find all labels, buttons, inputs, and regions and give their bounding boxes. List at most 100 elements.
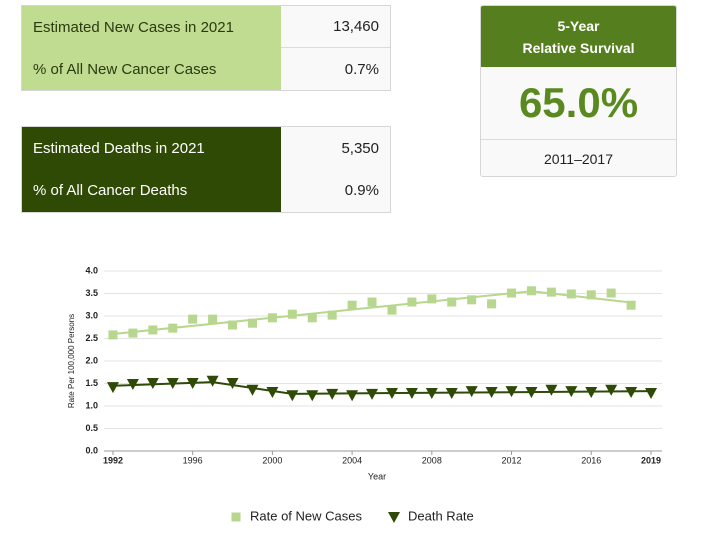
y-tick-label: 0.5 [85,423,98,433]
point [326,388,339,400]
point [586,290,596,300]
y-tick-label: 3.0 [85,310,98,320]
y-tick-label: 0.0 [85,445,98,455]
y-axis-title: Rate Per 100,000 Persons [67,314,76,408]
point [307,313,317,323]
point [186,378,199,390]
stat-label: % of All New Cancer Cases [22,48,281,90]
y-tick-label: 2.5 [85,333,98,343]
new-cases-box: Estimated New Cases in 2021 13,460 % of A… [21,5,391,91]
point [645,387,658,399]
survival-value: 65.0% [481,67,676,140]
point [266,387,279,399]
point [306,390,319,402]
x-tick-label: 2019 [641,455,661,465]
legend-marker [388,512,400,523]
x-tick-label: 1992 [103,455,123,465]
x-axis-title: Year [368,471,386,481]
x-tick-label: 2000 [262,455,282,465]
point [226,378,239,390]
legend-label: Death Rate [408,508,474,523]
legend-marker [231,512,241,522]
deaths-box: Estimated Deaths in 2021 5,350 % of All C… [21,126,391,213]
point [467,295,477,305]
point [447,297,457,307]
point [188,314,198,324]
point [148,325,158,335]
point [206,375,219,387]
point [128,328,138,338]
survival-period: 2011–2017 [543,151,614,167]
point [385,387,398,399]
y-tick-label: 1.0 [85,400,98,410]
point [566,289,576,299]
chart: Rate Per 100,000 Persons Year 0.0 0.5 1.0 1… [67,265,662,523]
point [208,314,218,324]
y-tick-label: 1.5 [85,378,98,388]
point [126,378,139,390]
point [286,390,299,402]
x-tick-label: 2012 [502,455,522,465]
point [546,287,556,297]
point [625,387,638,399]
point [108,330,118,340]
point [366,388,379,400]
point [146,378,159,390]
point [228,320,238,330]
point [247,318,257,328]
stat-value: 13,460 [281,6,390,48]
point [267,313,277,323]
point [507,288,517,298]
stat-row: % of All New Cancer Cases 0.7% [22,48,390,90]
point [425,387,438,399]
point [485,387,498,399]
point [405,387,418,399]
point [445,387,458,399]
survival-title: 5-Year [557,17,600,34]
point [606,288,616,298]
x-tick-label: 1996 [183,455,203,465]
stat-value: 5,350 [281,127,390,170]
point [565,386,578,398]
point [487,299,497,309]
x-tick-label: 2004 [342,455,362,465]
stat-value: 0.7% [281,48,390,90]
x-tick-label: 2016 [581,455,601,465]
point [605,384,618,396]
point [407,297,417,307]
point [367,297,377,307]
stat-label: Estimated Deaths in 2021 [22,127,281,170]
point [545,384,558,396]
point [287,309,297,319]
survival-title: Relative Survival [522,39,635,56]
stat-row: Estimated New Cases in 2021 13,460 [22,6,390,48]
point [347,300,357,310]
y-tick-label: 2.0 [85,355,98,365]
point [106,382,119,394]
stat-label: % of All Cancer Deaths [22,169,281,212]
stat-label: Estimated New Cases in 2021 [22,6,281,48]
point [346,390,359,402]
point [465,386,478,398]
point [168,323,178,333]
survival-header: 5-Year Relative Survival [481,6,676,67]
point [505,386,518,398]
point [626,300,636,310]
survival-box: 5-Year Relative Survival 65.0% 2011–2017 [480,5,677,177]
point [166,378,179,390]
point [526,286,536,296]
y-tick-label: 3.5 [85,288,98,298]
point [387,305,397,315]
point [246,384,259,396]
point [525,387,538,399]
stat-row: Estimated Deaths in 2021 5,350 [22,127,390,170]
point [427,294,437,304]
point [327,310,337,320]
x-tick-label: 2008 [422,455,442,465]
stat-row: % of All Cancer Deaths 0.9% [22,169,390,212]
y-tick-label: 4.0 [85,265,98,275]
stat-value: 0.9% [281,169,390,212]
point [585,387,598,399]
legend-label: Rate of New Cases [250,508,362,523]
